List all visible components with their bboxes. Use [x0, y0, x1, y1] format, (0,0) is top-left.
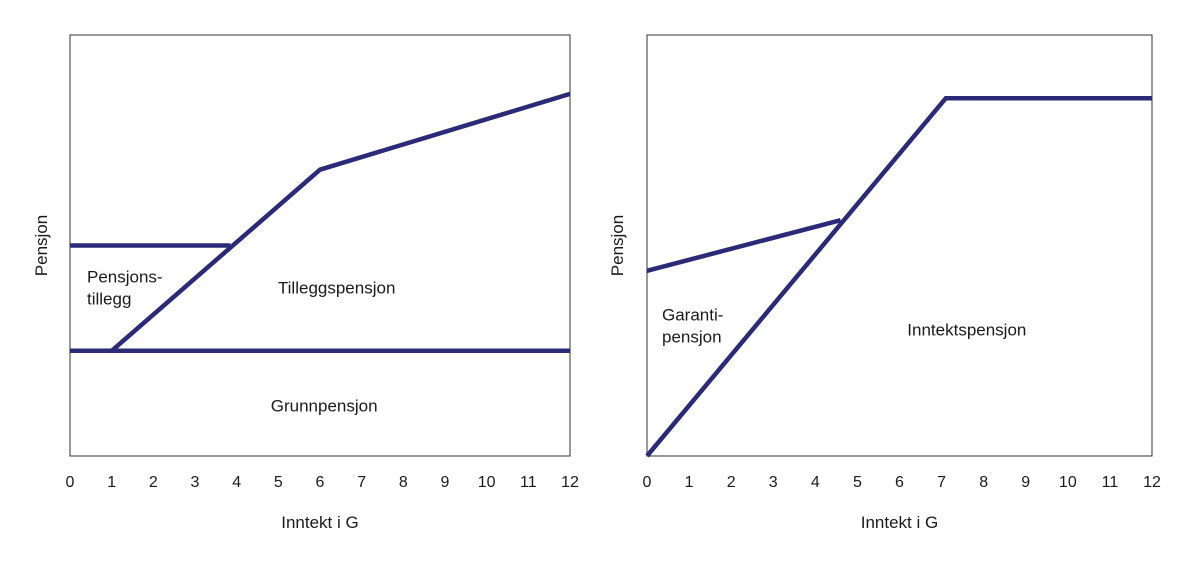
x-tick-label: 5 [274, 474, 283, 491]
x-tick-label: 6 [895, 474, 904, 491]
x-tick-label: 10 [1059, 474, 1077, 491]
x-axis-label: Inntekt i G [861, 513, 938, 532]
region-label-line: Garanti- [662, 305, 723, 324]
x-tick-label: 5 [853, 474, 862, 491]
x-tick-label: 8 [979, 474, 988, 491]
region-label-line: tillegg [87, 290, 131, 309]
x-tick-label: 9 [441, 474, 450, 491]
inntektspensjon-label: Inntektspensjon [907, 321, 1026, 340]
x-tick-label: 11 [1102, 474, 1119, 491]
x-tick-label: 2 [727, 474, 736, 491]
x-tick-label: 3 [769, 474, 778, 491]
x-tick-label: 7 [357, 474, 366, 491]
x-tick-label: 4 [811, 474, 820, 491]
region-label-line: Grunnpensjon [271, 396, 378, 415]
x-tick-label: 0 [66, 474, 75, 491]
region-label-line: pensjon [662, 327, 722, 346]
tilleggspensjon-label: Tilleggspensjon [278, 279, 396, 298]
region-label-line: Tilleggspensjon [278, 279, 396, 298]
tilleggspensjon-line [110, 91, 571, 353]
x-tick-label: 3 [191, 474, 200, 491]
x-tick-label: 12 [561, 474, 579, 491]
pensjonstillegg-label: Pensjons-tillegg [87, 268, 163, 309]
x-tick-label: 4 [232, 474, 241, 491]
x-tick-label: 12 [1143, 474, 1161, 491]
x-tick-label: 8 [399, 474, 408, 491]
inntektspensjon-line [645, 95, 1152, 458]
x-axis-label: Inntekt i G [281, 513, 358, 532]
x-tick-label: 1 [685, 474, 694, 491]
x-tick-label: 10 [478, 474, 496, 491]
x-tick-label: 2 [149, 474, 158, 491]
region-label-line: Inntektspensjon [907, 321, 1026, 340]
x-tick-label: 9 [1021, 474, 1030, 491]
x-tick-label: 7 [937, 474, 946, 491]
plot-frame [646, 34, 1153, 457]
x-tick-label: 6 [316, 474, 325, 491]
grunnpensjon-label: Grunnpensjon [271, 396, 378, 415]
x-tick-label: 1 [107, 474, 116, 491]
x-tick-label: 0 [643, 474, 652, 491]
garantipensjon-line [646, 218, 842, 273]
y-axis-label: Pensjon [32, 215, 51, 276]
garantipensjon-label: Garanti-pensjon [662, 305, 723, 346]
y-axis-label: Pensjon [608, 215, 627, 276]
x-tick-label: 11 [520, 474, 537, 491]
region-label-line: Pensjons- [87, 268, 163, 287]
